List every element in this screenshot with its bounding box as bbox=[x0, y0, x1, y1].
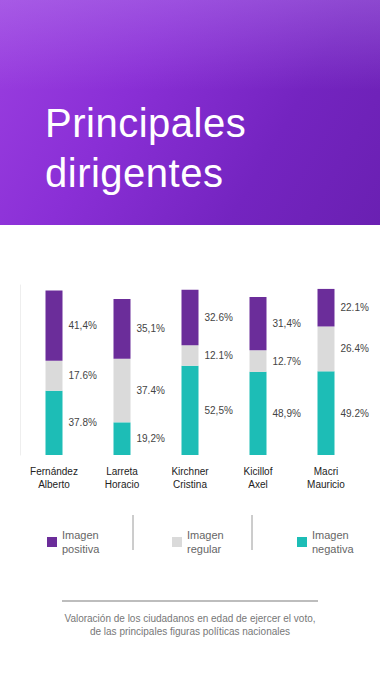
svg-text:26.4%: 26.4% bbox=[341, 343, 369, 354]
svg-text:Imagen: Imagen bbox=[187, 529, 227, 541]
svg-text:Kicillof: Kicillof bbox=[244, 466, 273, 477]
svg-text:41,4%: 41,4% bbox=[69, 320, 97, 331]
svg-text:22.1%: 22.1% bbox=[341, 302, 369, 313]
svg-text:37.4%: 37.4% bbox=[137, 385, 165, 396]
svg-text:Alberto: Alberto bbox=[38, 479, 70, 490]
svg-text:19,2%: 19,2% bbox=[137, 433, 165, 444]
svg-text:Cristina: Cristina bbox=[173, 479, 207, 490]
svg-text:48,9%: 48,9% bbox=[273, 408, 301, 419]
svg-text:37.8%: 37.8% bbox=[69, 417, 97, 428]
svg-text:Macri: Macri bbox=[314, 466, 338, 477]
svg-text:negativa: negativa bbox=[312, 543, 354, 555]
svg-text:regular: regular bbox=[187, 543, 222, 555]
html-text:Valoración de los ciudadanos e: Valoración de los ciudadanos en edad de … bbox=[64, 613, 316, 637]
svg-text:12.7%: 12.7% bbox=[273, 356, 301, 367]
svg-text:31,4%: 31,4% bbox=[273, 318, 301, 329]
html-text:Principales dirigentes: Principales dirigentes bbox=[45, 101, 247, 195]
svg-text:Imagen: Imagen bbox=[312, 529, 352, 541]
svg-text:12.1%: 12.1% bbox=[205, 350, 233, 361]
svg-text:Imagen: Imagen bbox=[62, 529, 102, 541]
svg-text:49.2%: 49.2% bbox=[341, 408, 369, 419]
svg-text:positiva: positiva bbox=[62, 543, 100, 555]
svg-text:Mauricio: Mauricio bbox=[307, 479, 345, 490]
svg-text:32.6%: 32.6% bbox=[205, 312, 233, 323]
svg-text:17.6%: 17.6% bbox=[69, 370, 97, 381]
svg-text:Horacio: Horacio bbox=[105, 479, 140, 490]
svg-text:Larreta: Larreta bbox=[106, 466, 138, 477]
svg-text:Axel: Axel bbox=[248, 479, 267, 490]
svg-text:Kirchner: Kirchner bbox=[171, 466, 209, 477]
svg-text:35,1%: 35,1% bbox=[137, 323, 165, 334]
svg-text:Fernández: Fernández bbox=[30, 466, 78, 477]
svg-text:52,5%: 52,5% bbox=[205, 405, 233, 416]
